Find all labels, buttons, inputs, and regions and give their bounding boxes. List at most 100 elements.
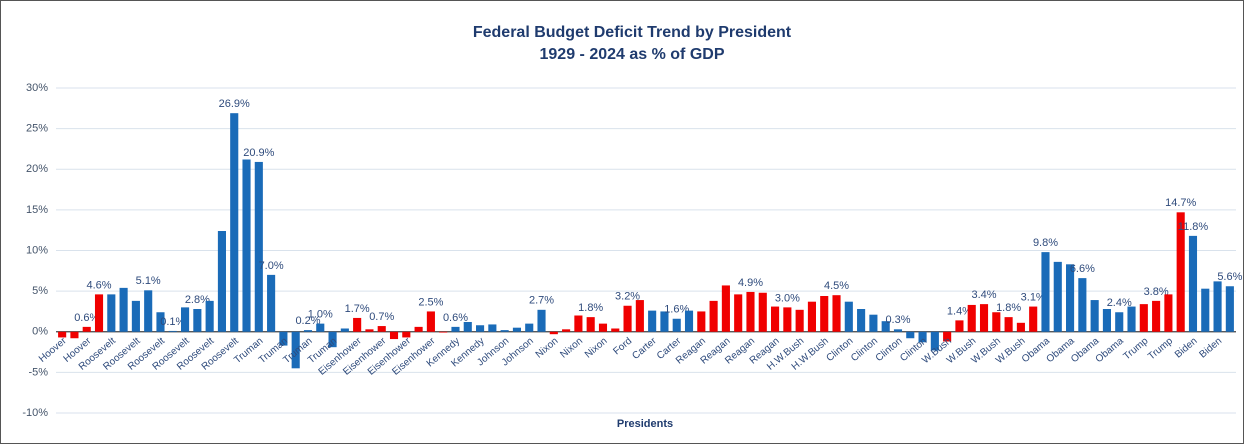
bar bbox=[303, 330, 313, 332]
bar bbox=[217, 231, 226, 332]
bar bbox=[820, 296, 829, 332]
bar bbox=[426, 311, 435, 332]
bar bbox=[205, 300, 214, 332]
bar bbox=[316, 323, 325, 332]
value-label: 1.0% bbox=[308, 309, 333, 321]
bar bbox=[611, 328, 620, 332]
bar bbox=[943, 331, 952, 342]
bar bbox=[340, 328, 349, 332]
value-label: 1.8% bbox=[996, 302, 1021, 314]
value-label: 0.6% bbox=[74, 312, 99, 324]
bar bbox=[353, 317, 362, 332]
value-label: 4.9% bbox=[738, 277, 763, 289]
bar bbox=[807, 301, 816, 332]
bar bbox=[955, 320, 964, 332]
bar bbox=[586, 317, 595, 332]
bar bbox=[1115, 312, 1124, 332]
bar bbox=[500, 330, 509, 332]
bar bbox=[1041, 252, 1050, 332]
y-tick-label: -10% bbox=[22, 407, 48, 419]
bar bbox=[832, 295, 841, 332]
value-label: 1.7% bbox=[345, 303, 370, 315]
bar bbox=[635, 300, 644, 332]
value-label: 2.7% bbox=[529, 295, 554, 307]
bar bbox=[648, 310, 657, 332]
bar bbox=[525, 323, 534, 332]
value-label: 4.5% bbox=[824, 280, 849, 292]
bar bbox=[795, 309, 804, 332]
bar bbox=[992, 312, 1001, 332]
bar bbox=[58, 331, 67, 338]
bar bbox=[574, 315, 583, 332]
bar bbox=[746, 291, 755, 332]
bar bbox=[857, 309, 866, 332]
value-label: 2.4% bbox=[1107, 297, 1132, 309]
value-label: 3.1% bbox=[1021, 291, 1046, 303]
bar bbox=[414, 326, 423, 332]
bar bbox=[562, 329, 571, 332]
bar bbox=[1090, 300, 1099, 332]
bar bbox=[1004, 317, 1013, 332]
y-tick-label: 25% bbox=[26, 123, 48, 135]
value-label: 0.3% bbox=[885, 314, 910, 326]
bar bbox=[881, 321, 890, 332]
value-label: 3.4% bbox=[971, 289, 996, 301]
chart-subtitle: 1929 - 2024 as % of GDP bbox=[540, 46, 725, 63]
value-label: 9.8% bbox=[1033, 237, 1058, 249]
bar bbox=[844, 301, 853, 332]
bar bbox=[119, 287, 128, 332]
bar bbox=[598, 323, 608, 332]
bar bbox=[1066, 264, 1075, 332]
value-label: 0.6% bbox=[443, 312, 468, 324]
bar bbox=[1201, 288, 1210, 332]
value-label: 2.8% bbox=[185, 294, 210, 306]
bar bbox=[1053, 261, 1062, 332]
bar bbox=[783, 307, 792, 332]
value-label: 2.5% bbox=[418, 296, 443, 308]
bar bbox=[771, 306, 780, 332]
bar bbox=[377, 326, 386, 332]
value-label: 0.2% bbox=[295, 315, 320, 327]
bar bbox=[709, 300, 718, 332]
y-tick-label: 5% bbox=[32, 285, 48, 297]
value-label: 1.4% bbox=[947, 305, 972, 317]
value-label: 6.6% bbox=[1070, 263, 1095, 275]
bar bbox=[181, 307, 190, 332]
bar bbox=[439, 331, 448, 333]
bar bbox=[1176, 212, 1185, 332]
value-label: 0.1% bbox=[160, 316, 185, 328]
bar bbox=[291, 331, 300, 369]
bar bbox=[242, 159, 251, 332]
bar bbox=[144, 290, 153, 332]
bar bbox=[488, 324, 497, 332]
bar bbox=[1225, 286, 1234, 332]
bar bbox=[70, 331, 79, 339]
chart-title: Federal Budget Deficit Trend by Presiden… bbox=[473, 24, 792, 41]
value-label: 1.8% bbox=[578, 302, 603, 314]
bar bbox=[1102, 309, 1111, 332]
bar bbox=[193, 309, 202, 332]
bar bbox=[168, 330, 177, 332]
bar bbox=[721, 285, 730, 332]
bar bbox=[537, 309, 546, 332]
y-tick-label: -5% bbox=[28, 366, 48, 378]
bar bbox=[1213, 281, 1222, 332]
value-label: 0.7% bbox=[369, 311, 394, 323]
bar bbox=[230, 113, 239, 332]
bar bbox=[1152, 300, 1161, 332]
value-label: 20.9% bbox=[243, 147, 274, 159]
bar bbox=[451, 326, 460, 332]
bar bbox=[672, 318, 681, 332]
bar bbox=[918, 331, 927, 343]
bar bbox=[906, 331, 915, 339]
x-axis-title: Presidents bbox=[617, 418, 673, 430]
bar bbox=[1139, 304, 1148, 332]
bar bbox=[279, 331, 288, 346]
bar bbox=[131, 300, 140, 332]
bar bbox=[512, 327, 521, 332]
bar bbox=[1029, 306, 1038, 332]
value-label: 1.6% bbox=[664, 304, 689, 316]
bar bbox=[389, 331, 399, 340]
bar bbox=[94, 294, 104, 332]
